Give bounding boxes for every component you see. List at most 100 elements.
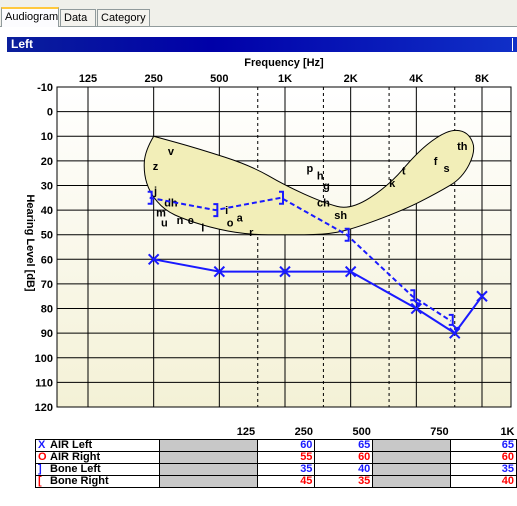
cell-750 <box>372 462 452 476</box>
y-tick-label: 50 <box>41 230 53 242</box>
y-tick-label: 60 <box>41 254 53 266</box>
table-row-air-left: X AIR Left 60 65 65 <box>35 438 517 452</box>
table-header-blank <box>36 427 160 439</box>
table-row-bone-right: [ Bone Right 45 35 40 <box>35 474 517 488</box>
x-marker-stroke <box>147 253 160 266</box>
phoneme-label: t <box>402 166 406 178</box>
row-label-text: Bone Left <box>50 462 101 475</box>
cell-250: 60 <box>256 438 316 452</box>
phoneme-label: h <box>317 171 324 183</box>
bone-left-point <box>410 289 421 307</box>
cell-750 <box>372 474 452 488</box>
phoneme-label: p <box>306 163 313 175</box>
tab-data[interactable]: Data <box>60 9 96 26</box>
phoneme-label: l <box>201 222 204 234</box>
phoneme-label: g <box>323 180 330 192</box>
x-tick-label: 250 <box>144 73 162 85</box>
cell-750 <box>372 438 452 452</box>
col-header-250: 250 <box>294 426 313 439</box>
phoneme-label: n <box>177 215 184 227</box>
cell-125 <box>158 462 258 476</box>
x-tick-labels: 125 250 500 1K 2K 4K 8K <box>79 73 489 85</box>
y-tick-label: 110 <box>35 377 53 389</box>
panel-title-bar: Left <box>7 37 517 52</box>
col-header-125: 125 <box>236 426 256 439</box>
x-tick-label: 8K <box>475 73 489 85</box>
cell-1k: 60 <box>450 450 517 464</box>
bracket-marker <box>344 227 350 242</box>
bracket-marker <box>213 203 219 218</box>
phoneme-label: th <box>457 141 468 153</box>
title-bar-edge <box>512 38 517 51</box>
row-label-air-right: O AIR Right <box>35 450 160 464</box>
phoneme-label: z <box>153 161 159 173</box>
bracket-marker <box>147 190 153 205</box>
y-tick-label: 90 <box>41 328 53 340</box>
y-tick-label: 70 <box>41 279 53 291</box>
tab-bar: Audiogram Data Category <box>0 0 517 27</box>
x-axis-label: Frequency [Hz] <box>244 57 324 69</box>
cell-125 <box>158 450 258 464</box>
row-label-air-left: X AIR Left <box>35 438 160 452</box>
bone-left-point <box>448 313 459 331</box>
cell-500: 60 <box>314 450 374 464</box>
x-tick-label: 2K <box>344 73 358 85</box>
y-tick-label: 40 <box>41 205 53 217</box>
y-axis-label: Hearing Level [dB] <box>24 194 36 292</box>
col-header-1k: 1K <box>500 426 515 439</box>
phoneme-label: v <box>168 146 175 158</box>
tab-category[interactable]: Category <box>97 9 150 26</box>
bone-left-symbol-icon: ] <box>38 462 42 475</box>
cell-250: 45 <box>256 474 316 488</box>
phoneme-label: f <box>434 156 438 168</box>
bone-left-line <box>149 196 452 322</box>
phoneme-label: sh <box>334 210 347 222</box>
bracket-marker-arrow <box>448 313 459 331</box>
phoneme-label: m <box>156 208 166 220</box>
phoneme-label: j <box>153 185 157 197</box>
phoneme-label: k <box>389 178 396 190</box>
x-marker-stroke <box>476 290 488 302</box>
y-tick-label: 120 <box>35 402 53 414</box>
cell-500: 35 <box>314 474 374 488</box>
cell-125 <box>158 474 258 488</box>
bone-left-point <box>213 203 219 218</box>
phoneme-label: r <box>249 227 254 239</box>
air-right-symbol-icon: O <box>38 450 47 463</box>
row-label-bone-left: ] Bone Left <box>35 462 160 476</box>
speech-banana <box>143 129 475 236</box>
cell-500: 65 <box>314 438 374 452</box>
y-tick-labels: -10 0 10 20 30 40 50 60 70 80 90 100 110 120 <box>35 82 53 414</box>
x-tick-label: 500 <box>210 73 228 85</box>
y-tick-label: -10 <box>37 82 53 94</box>
cell-1k: 65 <box>450 438 517 452</box>
table-row-air-right: O AIR Right 55 60 60 <box>35 450 517 464</box>
row-label-text: AIR Left <box>50 438 93 451</box>
table-header-row: 125 250 500 750 1K <box>36 427 517 439</box>
air-left-point <box>344 265 357 278</box>
phoneme-label: i <box>225 205 228 217</box>
bone-left-point <box>344 227 350 242</box>
row-label-bone-right: [ Bone Right <box>35 474 160 488</box>
cell-250: 35 <box>256 462 316 476</box>
bracket-marker <box>279 190 284 205</box>
bone-right-symbol-icon: [ <box>38 474 42 487</box>
x-tick-label: 4K <box>409 73 423 85</box>
cell-1k: 40 <box>450 474 517 488</box>
col-header-750: 750 <box>430 426 449 439</box>
col-header-500: 500 <box>352 426 371 439</box>
phoneme-label: o <box>227 217 234 229</box>
air-left-point <box>476 290 488 302</box>
cell-500: 40 <box>314 462 374 476</box>
y-tick-label: 30 <box>41 180 53 192</box>
cell-250: 55 <box>256 450 316 464</box>
row-label-text: Bone Right <box>50 474 109 487</box>
phoneme-label: e <box>188 215 194 227</box>
phoneme-label: ch <box>317 198 330 210</box>
air-left-point <box>147 253 160 266</box>
row-label-text: AIR Right <box>50 450 101 463</box>
series-layer <box>147 190 488 339</box>
air-left-symbol-icon: X <box>38 438 46 451</box>
tab-audiogram[interactable]: Audiogram <box>1 7 59 27</box>
